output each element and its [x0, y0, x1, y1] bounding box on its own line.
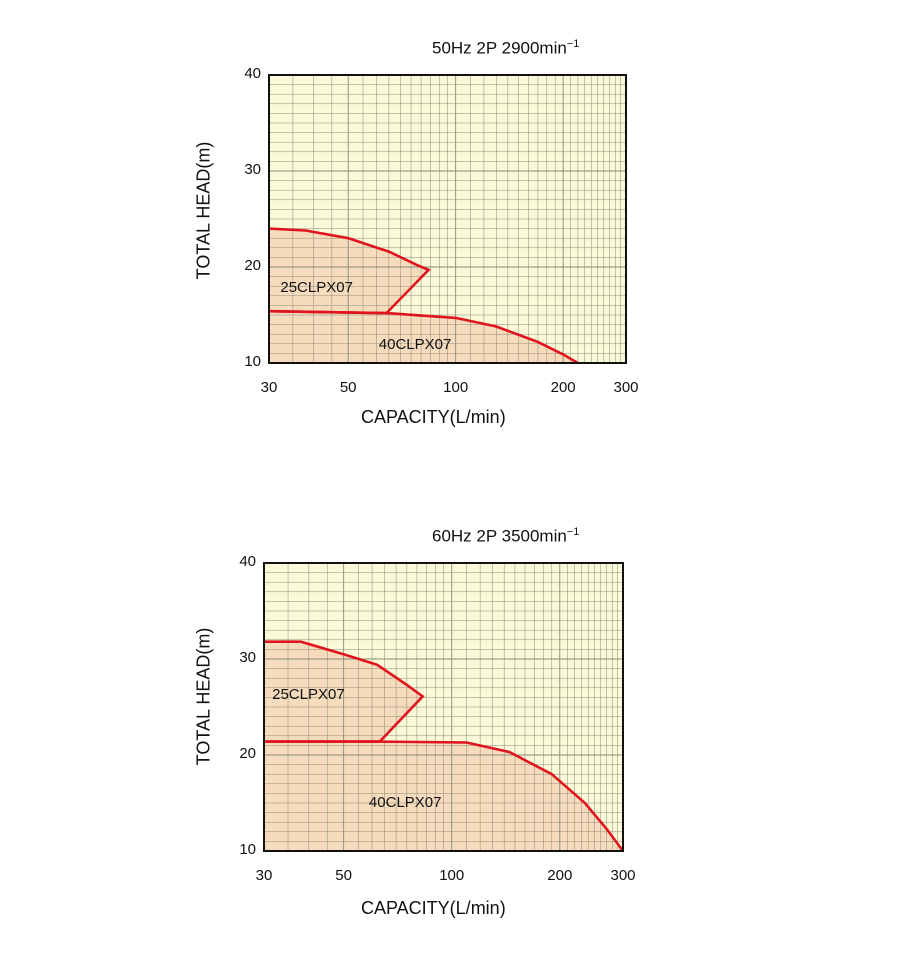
plot-frame [268, 74, 627, 364]
x-tick-label: 30 [255, 867, 273, 884]
x-tick-label: 50 [335, 867, 352, 884]
series-curve-40clpx07 [264, 740, 625, 852]
y-tick-label: 30 [244, 161, 261, 178]
series-area-40clpx07 [269, 311, 578, 363]
x-tick-label: 30 [260, 379, 278, 396]
x-axis-label: CAPACITY(L/min) [361, 898, 506, 918]
series-curve-40clpx07 [268, 309, 579, 365]
x-tick-label: 100 [443, 379, 469, 396]
series-label-25clpx07: 25CLPX07 [272, 686, 345, 704]
x-axis-label: CAPACITY(L/min) [361, 407, 506, 427]
series-label-40clpx07: 40CLPX07 [368, 793, 442, 811]
x-tick-label: 200 [550, 379, 576, 396]
series-label-25clpx07: 25CLPX07 [280, 279, 353, 297]
plot-frame [263, 562, 624, 852]
series-curve-25clpx07 [268, 227, 431, 315]
chart-50hz: 50Hz 2P 2900min−1 TOTAL HEAD(m) CAPACITY… [0, 0, 900, 482]
y-tick-label: 20 [239, 745, 256, 762]
x-tick-label: 50 [339, 379, 357, 396]
y-tick-label: 30 [239, 649, 256, 666]
y-axis-label: TOTAL HEAD(m) [193, 627, 214, 766]
x-tick-label: 100 [439, 867, 465, 884]
chart-60hz: 60Hz 2P 3500min−1 TOTAL HEAD(m) CAPACITY… [0, 488, 900, 970]
chart-50hz-plot [268, 74, 627, 365]
y-tick-label: 20 [244, 257, 261, 274]
y-tick-label: 40 [239, 553, 256, 570]
series-label-40clpx07: 40CLPX07 [378, 335, 452, 353]
y-tick-label: 10 [244, 353, 261, 370]
x-tick-label: 300 [610, 867, 636, 884]
y-tick-label: 10 [239, 841, 256, 858]
chart-60hz-plot [263, 562, 625, 852]
series-curve-25clpx07 [264, 640, 425, 743]
y-tick-label: 40 [244, 65, 261, 82]
y-axis-label: TOTAL HEAD(m) [193, 141, 214, 280]
chart-title: 50Hz 2P 2900min−1 [432, 38, 580, 58]
x-tick-label: 300 [613, 379, 639, 396]
chart-title: 60Hz 2P 3500min−1 [432, 526, 580, 546]
x-tick-label: 200 [547, 867, 573, 884]
